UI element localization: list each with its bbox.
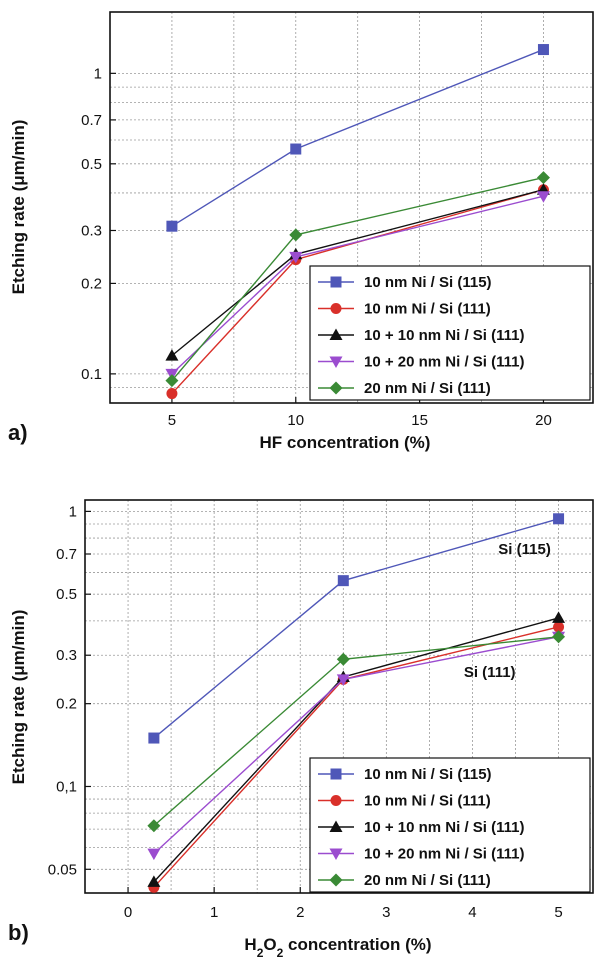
- x-tick-label: 1: [210, 904, 218, 921]
- data-point-series-0: [537, 44, 549, 56]
- x-tick-label: 10: [287, 412, 304, 429]
- data-point-series-0: [553, 513, 565, 525]
- y-tick-label: 0,1: [56, 778, 77, 795]
- y-tick-label: 0.5: [56, 586, 77, 603]
- legend-marker: [329, 848, 343, 860]
- x-axis-title-part: O: [263, 935, 276, 954]
- y-tick-label: 0.7: [81, 112, 102, 129]
- y-tick-label: 0.05: [48, 861, 77, 878]
- data-point-series-0: [290, 143, 302, 155]
- y-tick-label: 0.1: [81, 366, 102, 383]
- legend-marker: [329, 820, 343, 832]
- series-group: [165, 44, 550, 400]
- data-point-series-3: [536, 191, 550, 203]
- data-point-series-0: [148, 732, 160, 744]
- x-axis-title-part: concentration (%): [283, 935, 431, 954]
- data-point-series-2: [165, 349, 179, 361]
- y-tick-label: 0.2: [81, 275, 102, 292]
- legend-label: 10 + 20 nm Ni / Si (111): [364, 846, 525, 863]
- data-point-series-4: [552, 630, 566, 644]
- legend-marker: [329, 873, 343, 887]
- y-axis-title: Etching rate (μm/min): [9, 120, 28, 295]
- y-tick-label: 0.2: [56, 696, 77, 713]
- data-point-series-0: [166, 220, 178, 232]
- x-tick-label: 0: [124, 904, 132, 921]
- panel-label: b): [8, 920, 29, 945]
- data-point-series-3: [336, 674, 350, 686]
- panel-label: a): [8, 420, 28, 445]
- legend-marker: [330, 276, 342, 288]
- data-point-series-2: [147, 875, 161, 887]
- y-tick-label: 0.3: [81, 222, 102, 239]
- legend-marker: [329, 356, 343, 368]
- annotation-label: Si (111): [464, 664, 516, 681]
- data-point-series-4: [147, 819, 161, 833]
- y-tick-label: 0.5: [81, 156, 102, 173]
- data-point-series-4: [165, 374, 179, 388]
- legend-label: 10 nm Ni / Si (111): [364, 793, 491, 810]
- legend-marker: [330, 303, 342, 314]
- data-point-series-0: [337, 575, 349, 587]
- legend-marker: [329, 328, 343, 340]
- plot-frame: [109, 11, 594, 404]
- legend-box: [309, 265, 591, 401]
- x-axis-title: H2O2 concentration (%): [244, 935, 431, 960]
- legend-label: 10 + 20 nm Ni / Si (111): [364, 354, 525, 371]
- annotation-label: Si (115): [498, 541, 551, 558]
- legend-label: 10 nm Ni / Si (115): [364, 766, 492, 783]
- data-point-series-4: [289, 228, 303, 242]
- data-point-series-2: [552, 611, 566, 623]
- data-point-series-1: [553, 621, 565, 633]
- data-point-series-3: [147, 848, 161, 861]
- x-tick-label: 5: [554, 904, 562, 921]
- data-point-series-4: [336, 652, 350, 666]
- y-tick-label: 0.3: [56, 647, 77, 664]
- y-tick-label: 1: [94, 65, 102, 82]
- legend-box: [309, 757, 591, 893]
- legend-label: 10 nm Ni / Si (115): [364, 274, 492, 291]
- plot-frame: [84, 499, 594, 894]
- x-tick-label: 5: [168, 412, 176, 429]
- y-tick-label: 1: [69, 503, 77, 520]
- x-tick-label: 3: [382, 904, 390, 921]
- series-group: [147, 513, 566, 893]
- legend-marker: [330, 768, 342, 780]
- x-axis-title-part: H: [244, 935, 256, 954]
- legend-label: 10 nm Ni / Si (111): [364, 301, 491, 318]
- legend-label: 20 nm Ni / Si (111): [364, 872, 491, 889]
- x-axis-title-part: 2: [277, 946, 284, 960]
- legend: 10 nm Ni / Si (115) 10 nm Ni / Si (111) 10…: [309, 265, 591, 401]
- y-tick-label: 0.7: [56, 546, 77, 563]
- data-point-series-1: [166, 388, 178, 400]
- x-tick-label: 15: [411, 412, 428, 429]
- legend-label: 10 + 10 nm Ni / Si (111): [364, 327, 525, 344]
- chart-panel-b: 0.05 0,1 0.2 0.3 0.5 0.7 1 0 1 2 3 4 5 Etching rate (…: [8, 499, 594, 960]
- x-tick-label: 20: [535, 412, 552, 429]
- legend: 10 nm Ni / Si (115) 10 nm Ni / Si (111) 10…: [309, 757, 591, 893]
- x-axis-title-part: 2: [257, 946, 264, 960]
- legend-label: 20 nm Ni / Si (111): [364, 380, 491, 397]
- x-tick-label: 2: [296, 904, 304, 921]
- data-point-series-3: [289, 251, 303, 264]
- x-tick-label: 4: [468, 904, 476, 921]
- x-axis-title: HF concentration (%): [260, 433, 431, 452]
- legend-marker: [330, 795, 342, 806]
- legend-marker: [329, 381, 343, 395]
- data-point-series-4: [536, 171, 550, 185]
- legend-label: 10 + 10 nm Ni / Si (111): [364, 819, 525, 836]
- y-axis-title: Etching rate (μm/min): [9, 610, 28, 785]
